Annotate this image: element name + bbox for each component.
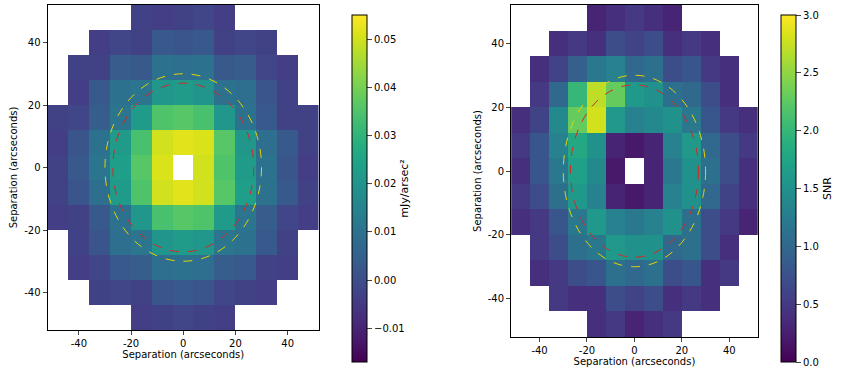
svg-text:3.0: 3.0 [803,10,819,21]
svg-text:−0.01: −0.01 [374,323,405,334]
svg-text:40: 40 [723,345,736,356]
svg-text:0.01: 0.01 [374,226,396,237]
svg-text:2.0: 2.0 [803,125,819,136]
svg-text:Separation (arcseconds): Separation (arcseconds) [8,107,19,229]
svg-text:Separation (arcseconds): Separation (arcseconds) [122,349,244,360]
svg-text:mJy/arsec²: mJy/arsec² [398,159,411,217]
svg-text:-40: -40 [488,293,504,304]
svg-text:Separation (arcseconds): Separation (arcseconds) [574,356,696,367]
svg-text:-40: -40 [24,287,40,298]
svg-text:-20: -20 [24,225,40,236]
svg-text:2.5: 2.5 [803,67,819,78]
svg-text:-40: -40 [531,345,547,356]
svg-text:0.05: 0.05 [374,34,396,45]
svg-text:-20: -20 [579,345,595,356]
svg-text:0.02: 0.02 [374,178,396,189]
svg-text:20: 20 [491,102,504,113]
svg-text:20: 20 [675,345,688,356]
svg-text:1.0: 1.0 [803,241,819,252]
svg-text:Separation (arcseconds): Separation (arcseconds) [472,110,483,232]
svg-text:0: 0 [498,166,504,177]
svg-text:40: 40 [281,338,294,349]
svg-text:0.03: 0.03 [374,130,396,141]
svg-text:0: 0 [34,162,40,173]
svg-text:20: 20 [28,100,41,111]
svg-text:0: 0 [180,338,186,349]
svg-text:20: 20 [229,338,242,349]
svg-text:0.0: 0.0 [803,357,819,368]
svg-text:1.5: 1.5 [803,183,819,194]
svg-text:0.00: 0.00 [374,275,396,286]
svg-text:-20: -20 [488,229,504,240]
svg-text:40: 40 [491,38,504,49]
svg-text:SNR: SNR [821,177,834,200]
svg-text:0: 0 [631,345,637,356]
svg-text:-20: -20 [123,338,139,349]
svg-text:40: 40 [28,37,41,48]
svg-text:0.5: 0.5 [803,299,819,310]
svg-text:-40: -40 [71,338,87,349]
svg-text:0.04: 0.04 [374,82,396,93]
